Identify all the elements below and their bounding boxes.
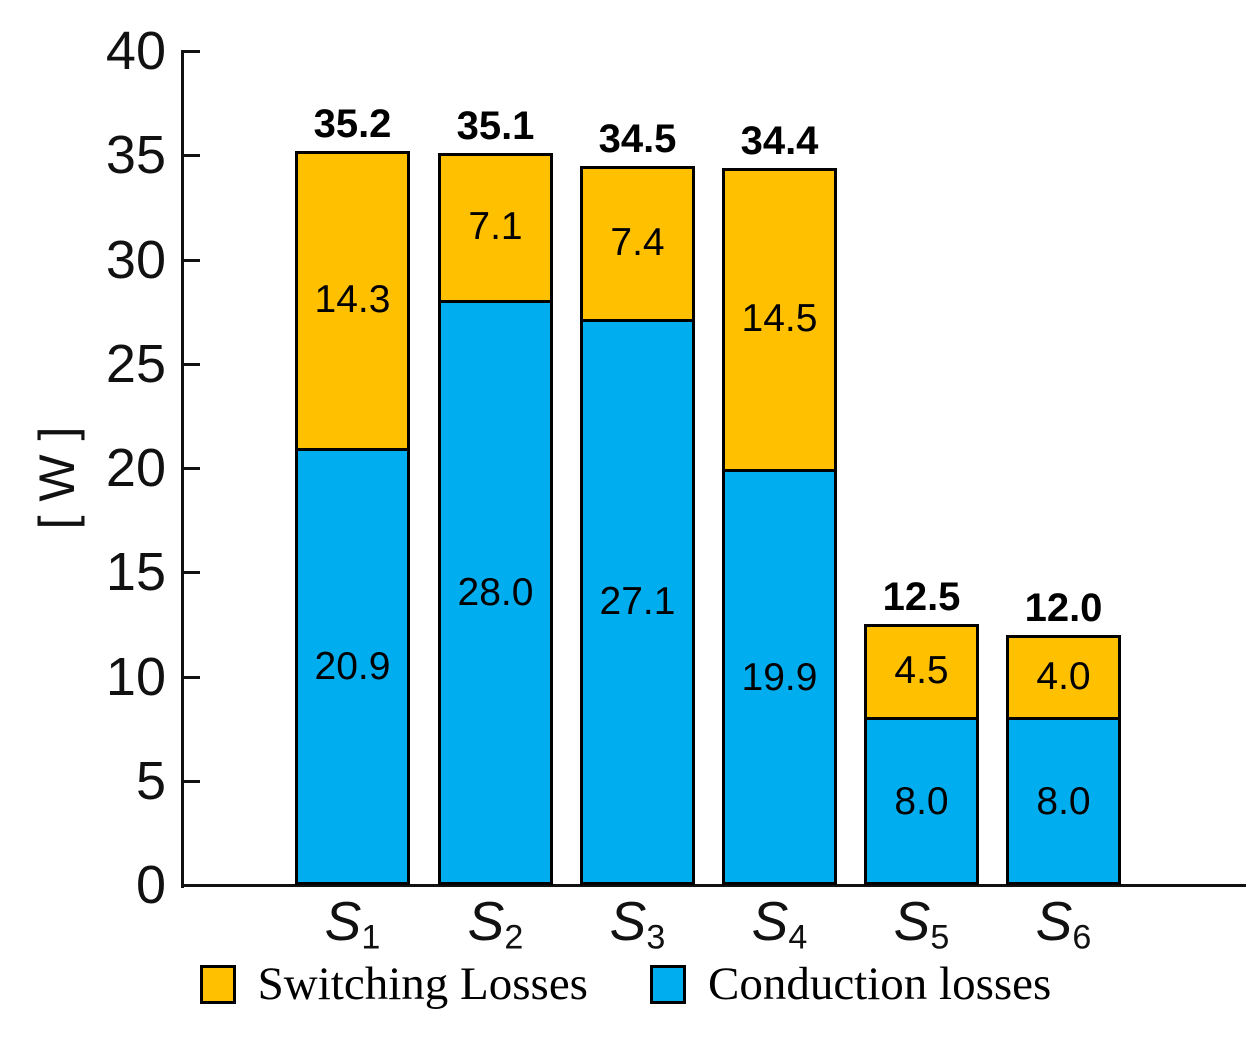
- bar: [722, 167, 837, 885]
- bar-segment-conduction: [298, 448, 407, 882]
- segment-value-label: 19.9: [741, 655, 818, 699]
- bar-total-label: 34.5: [598, 116, 677, 161]
- segment-value-label: 20.9: [314, 645, 391, 689]
- y-tick: [184, 258, 200, 262]
- y-tick-label: 40: [105, 21, 166, 81]
- bar: [1006, 634, 1121, 885]
- y-tick: [184, 154, 200, 158]
- bar-total-label: 35.1: [456, 104, 535, 149]
- y-tick-label: 0: [135, 855, 166, 915]
- y-tick: [184, 675, 200, 679]
- x-category-label: S2: [467, 890, 524, 957]
- legend-item: Conduction losses: [649, 958, 1052, 1010]
- x-category-label: S5: [893, 890, 950, 957]
- bar-segment-conduction: [867, 717, 976, 882]
- bar-total-label: 12.0: [1024, 585, 1103, 630]
- x-category-label: S6: [1035, 890, 1092, 957]
- y-axis-label: [ W ]: [29, 426, 85, 530]
- segment-value-label: 7.1: [468, 205, 523, 249]
- legend: Switching Losses Conduction losses: [0, 956, 1251, 1012]
- y-tick: [184, 884, 200, 887]
- bar: [295, 151, 410, 885]
- bar: [580, 165, 695, 885]
- segment-value-label: 8.0: [1036, 779, 1091, 823]
- bar-segment-conduction: [441, 300, 550, 882]
- bar-segment-conduction: [1009, 717, 1118, 882]
- bar-total-label: 12.5: [882, 575, 961, 620]
- bar-segment-conduction: [725, 469, 834, 882]
- segment-value-label: 14.5: [741, 296, 818, 340]
- y-tick-label: 35: [105, 125, 166, 186]
- y-tick-label: 10: [105, 646, 166, 707]
- y-tick-label: 5: [135, 750, 166, 811]
- x-category-label: S3: [609, 890, 666, 957]
- y-tick: [184, 571, 200, 575]
- bar-segment-conduction: [583, 318, 692, 882]
- segment-value-label: 27.1: [599, 580, 676, 624]
- segment-value-label: 4.0: [1036, 654, 1091, 698]
- legend-item: Switching Losses: [199, 958, 588, 1010]
- bar: [864, 624, 979, 885]
- segment-value-label: 4.5: [894, 649, 949, 693]
- y-tick-label: 25: [105, 333, 166, 394]
- y-tick: [184, 50, 200, 53]
- legend-label: Conduction losses: [707, 958, 1052, 1010]
- x-axis-line: [181, 884, 1246, 887]
- segment-value-label: 28.0: [457, 571, 534, 615]
- y-tick-label: 20: [105, 438, 166, 498]
- x-category-label: S1: [324, 890, 381, 957]
- y-tick-label: 15: [105, 542, 166, 603]
- y-tick: [184, 467, 200, 470]
- y-tick: [184, 362, 200, 366]
- legend-swatch-switching-losses: [199, 964, 236, 1004]
- y-axis-line: [181, 50, 184, 888]
- bar: [438, 153, 553, 885]
- segment-value-label: 7.4: [610, 220, 665, 264]
- y-tick-label: 30: [105, 229, 166, 290]
- y-tick: [184, 779, 200, 783]
- legend-swatch-conduction-losses: [649, 964, 686, 1004]
- segment-value-label: 14.3: [314, 278, 391, 322]
- x-category-label: S4: [751, 890, 808, 957]
- legend-label: Switching Losses: [257, 958, 588, 1010]
- bar-total-label: 35.2: [313, 102, 392, 147]
- segment-value-label: 8.0: [894, 779, 949, 823]
- bar-total-label: 34.4: [740, 118, 819, 163]
